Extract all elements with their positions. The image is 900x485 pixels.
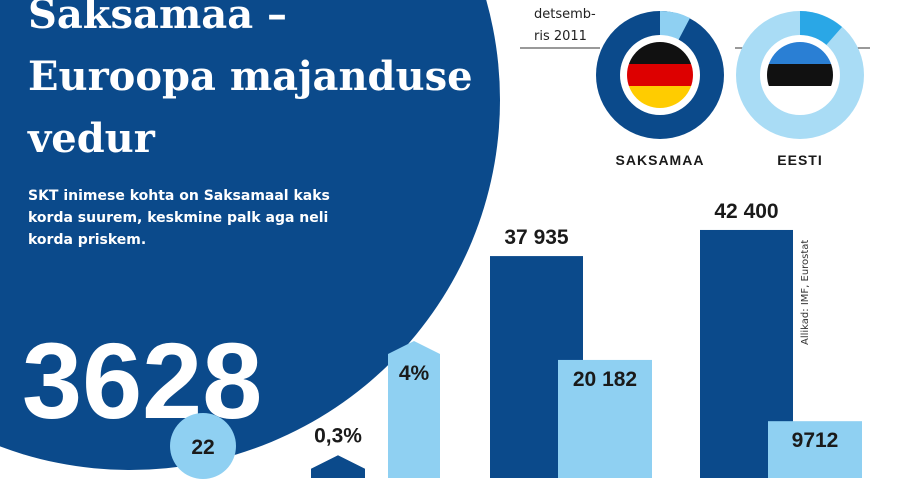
subtitle-line: korda suurem, keskmine palk aga neli xyxy=(28,210,328,226)
bar-label: 20 182 xyxy=(573,368,637,391)
bar-label: 0,3% xyxy=(314,425,362,448)
bar-label: 42 400 xyxy=(714,200,778,223)
date-label: detsemb- xyxy=(534,7,596,22)
title-line: Euroopa majanduse xyxy=(28,53,473,100)
subtitle-line: SKT inimese kohta on Saksamaal kaks xyxy=(28,188,330,204)
title-line: vedur xyxy=(27,115,156,162)
source: Allikad: IMF, Eurostat xyxy=(800,240,811,345)
bar xyxy=(768,421,862,478)
bar xyxy=(311,455,365,478)
bar-label: 4% xyxy=(399,362,430,385)
small-circle xyxy=(170,413,236,479)
background-circle xyxy=(0,0,500,470)
title-line: Saksamaa – xyxy=(28,0,287,38)
bar-label: 37 935 xyxy=(504,226,569,249)
subtitle-line: korda priskem. xyxy=(28,232,146,248)
date-label: ris 2011 xyxy=(534,29,587,44)
bars: 0,3% 4% 37 935 20 182 42 400 9712 xyxy=(311,200,862,478)
donut-label: SAKSAMAA xyxy=(616,152,705,168)
bar xyxy=(388,341,440,478)
donut-label: EESTI xyxy=(777,152,822,168)
bar-label: 9712 xyxy=(792,429,839,452)
donut-estonia xyxy=(736,11,864,139)
bar xyxy=(558,359,652,478)
donut-germany xyxy=(596,10,724,139)
circle-number: 22 xyxy=(191,436,214,459)
